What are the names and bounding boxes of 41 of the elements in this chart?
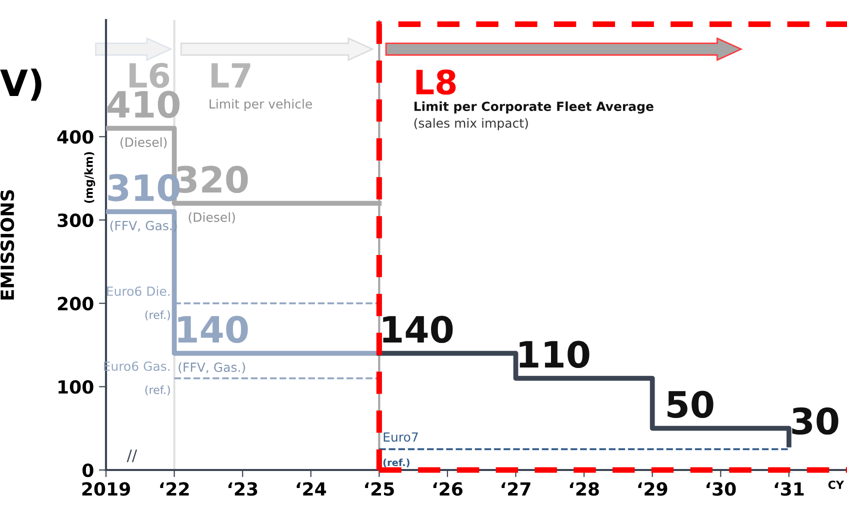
y-tick-label: 0	[82, 463, 94, 478]
text: (mg/km)	[84, 152, 96, 203]
x-tick-label: 2019	[82, 482, 130, 496]
y-tick-label: 200	[58, 296, 94, 310]
annotation: (Diesel)	[120, 137, 167, 148]
data-label: 110	[520, 340, 590, 368]
series-label: Euro6 Die.	[107, 286, 170, 296]
annotation: L6	[130, 62, 170, 88]
y-axis-title: EMISSIONS	[0, 190, 14, 300]
data-label: 410	[108, 90, 180, 118]
annotation: Limit per vehicle	[210, 98, 312, 112]
annotation: (ref.)	[383, 458, 410, 468]
x-tick-label: ‘31	[774, 482, 804, 496]
x-tick-label: ‘28	[570, 482, 599, 496]
text: CY	[828, 480, 844, 489]
annotation: L7	[212, 63, 250, 88]
series-label: Euro7	[384, 432, 418, 442]
annotation: (sales mix impact)	[414, 118, 528, 130]
data-label: 50	[668, 390, 714, 418]
y-tick-label: 100	[58, 380, 94, 394]
annotation: (ref.)	[145, 385, 170, 396]
text: V)	[0, 68, 42, 101]
x-tick-label: ‘29	[638, 482, 668, 496]
y-tick-label: 400	[57, 130, 94, 144]
x-tick-label: ‘22	[160, 482, 189, 496]
data-label: 140	[178, 316, 248, 344]
annotation: //	[126, 450, 138, 462]
x-tick-label: ‘30	[706, 482, 736, 496]
data-label: 140	[383, 316, 453, 344]
x-tick-label: ‘24	[296, 482, 326, 496]
annotation: (Diesel)	[188, 212, 235, 224]
x-tick-label: ‘25	[365, 482, 394, 496]
annotation: (FFV, Gas.)	[178, 362, 246, 374]
x-tick-label: ‘26	[433, 482, 462, 496]
x-tick-label: ‘23	[228, 482, 258, 496]
annotation: Limit per Corporate Fleet Average	[414, 101, 654, 114]
annotation: (ref.)	[145, 310, 170, 320]
annotation: L8	[416, 69, 456, 95]
data-label: 30	[792, 407, 838, 435]
y-tick-label: 300	[58, 213, 94, 228]
x-tick-label: ‘27	[502, 482, 530, 496]
